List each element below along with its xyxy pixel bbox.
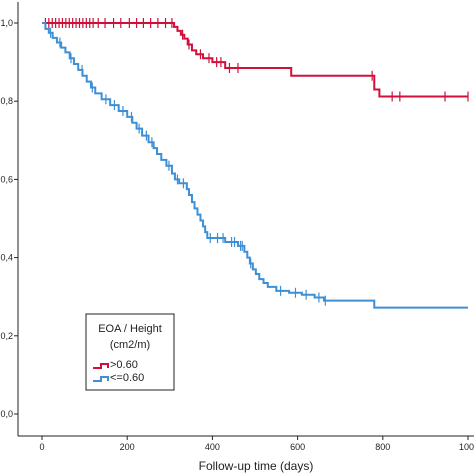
ticks: 0,0 0,2 0,4 0,6 0,8 1,0 0 200 400 600 800 1000: [0, 18, 474, 452]
legend-label-high: >0.60: [110, 359, 138, 371]
legend-label-low: <=0.60: [110, 372, 144, 384]
y-tick-label: 0,2: [0, 331, 13, 341]
x-tick-label: 200: [120, 442, 135, 452]
x-tick-label: 1000: [459, 442, 474, 452]
y-tick-label: 0,0: [0, 409, 13, 419]
legend: EOA / Height (cm2/m) >0.60 <=0.60: [85, 313, 175, 391]
survival-curves: [42, 18, 469, 309]
x-axis-title: Follow-up time (days): [199, 459, 314, 473]
x-tick-label: 0: [39, 442, 44, 452]
legend-title-line2: (cm2/m): [110, 339, 150, 351]
legend-swatch-high: [93, 363, 109, 369]
survival-curve-line: [42, 22, 468, 309]
axes: [17, 2, 474, 437]
y-tick-label: 0,6: [0, 174, 13, 184]
series-0: [42, 18, 469, 102]
x-tick-label: 600: [290, 442, 305, 452]
y-tick-label: 0,8: [0, 96, 13, 106]
legend-title-line1: EOA / Height: [98, 323, 162, 335]
legend-swatch-low: [93, 376, 109, 382]
x-tick-label: 400: [205, 442, 220, 452]
x-tick-label: 800: [375, 442, 390, 452]
survival-curve-line: [42, 22, 468, 98]
series-1: [42, 22, 468, 309]
y-tick-label: 1,0: [0, 18, 13, 28]
y-tick-label: 0,4: [0, 253, 13, 263]
